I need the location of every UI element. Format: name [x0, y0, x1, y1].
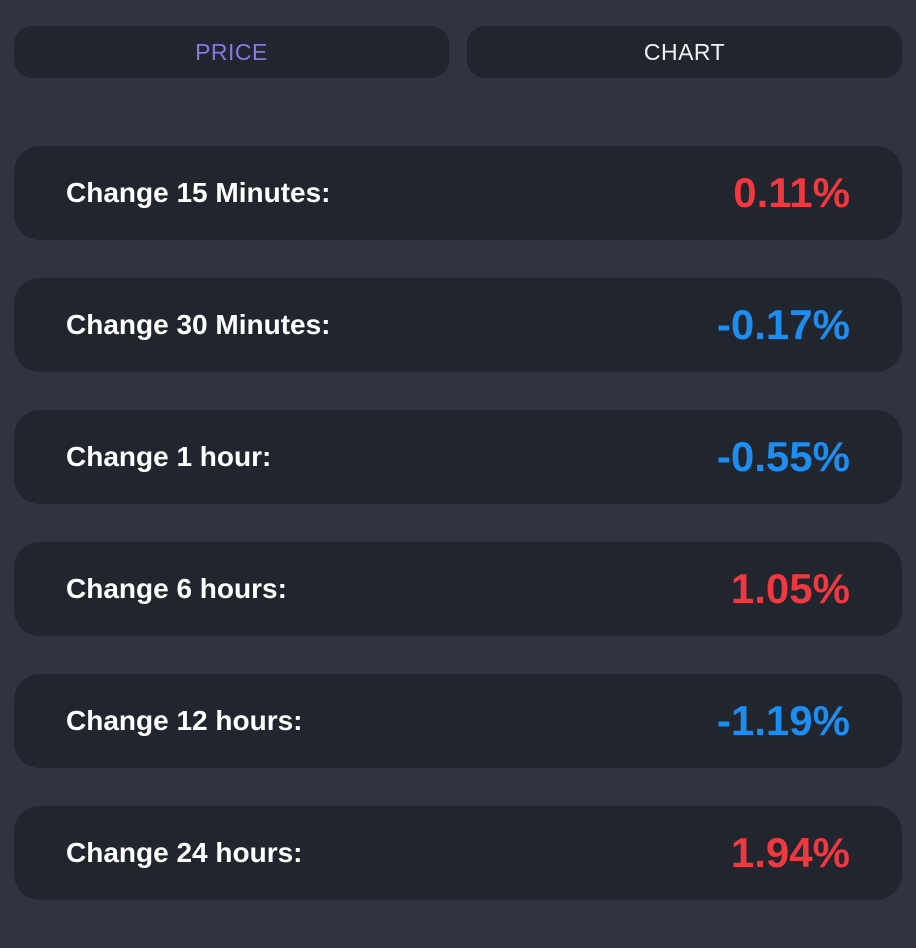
change-row-label: Change 30 Minutes: [66, 309, 331, 340]
tab-price[interactable]: PRICE [14, 26, 449, 78]
change-row-label: Change 1 hour: [66, 441, 272, 472]
tab-bar: PRICE CHART [14, 26, 902, 78]
tab-chart[interactable]: CHART [467, 26, 902, 78]
change-row: Change 24 hours: 1.94% [14, 806, 902, 900]
change-row: Change 1 hour: -0.55% [14, 410, 902, 504]
change-row: Change 12 hours: -1.19% [14, 674, 902, 768]
change-row-value: 0.11% [733, 169, 850, 216]
change-row-label: Change 15 Minutes: [66, 177, 331, 208]
change-row-value: -1.19% [716, 697, 850, 744]
price-change-list: Change 15 Minutes: 0.11% Change 30 Minut… [14, 146, 902, 900]
change-row: Change 15 Minutes: 0.11% [14, 146, 902, 240]
change-row-label: Change 12 hours: [66, 705, 303, 736]
change-row-value: -0.55% [716, 433, 850, 480]
change-row: Change 6 hours: 1.05% [14, 542, 902, 636]
change-row-label: Change 6 hours: [66, 573, 287, 604]
change-row-value: 1.94% [730, 829, 850, 876]
change-row-value: 1.05% [730, 565, 850, 612]
change-row-label: Change 24 hours: [66, 837, 303, 868]
change-row-value: -0.17% [716, 301, 850, 348]
change-row: Change 30 Minutes: -0.17% [14, 278, 902, 372]
